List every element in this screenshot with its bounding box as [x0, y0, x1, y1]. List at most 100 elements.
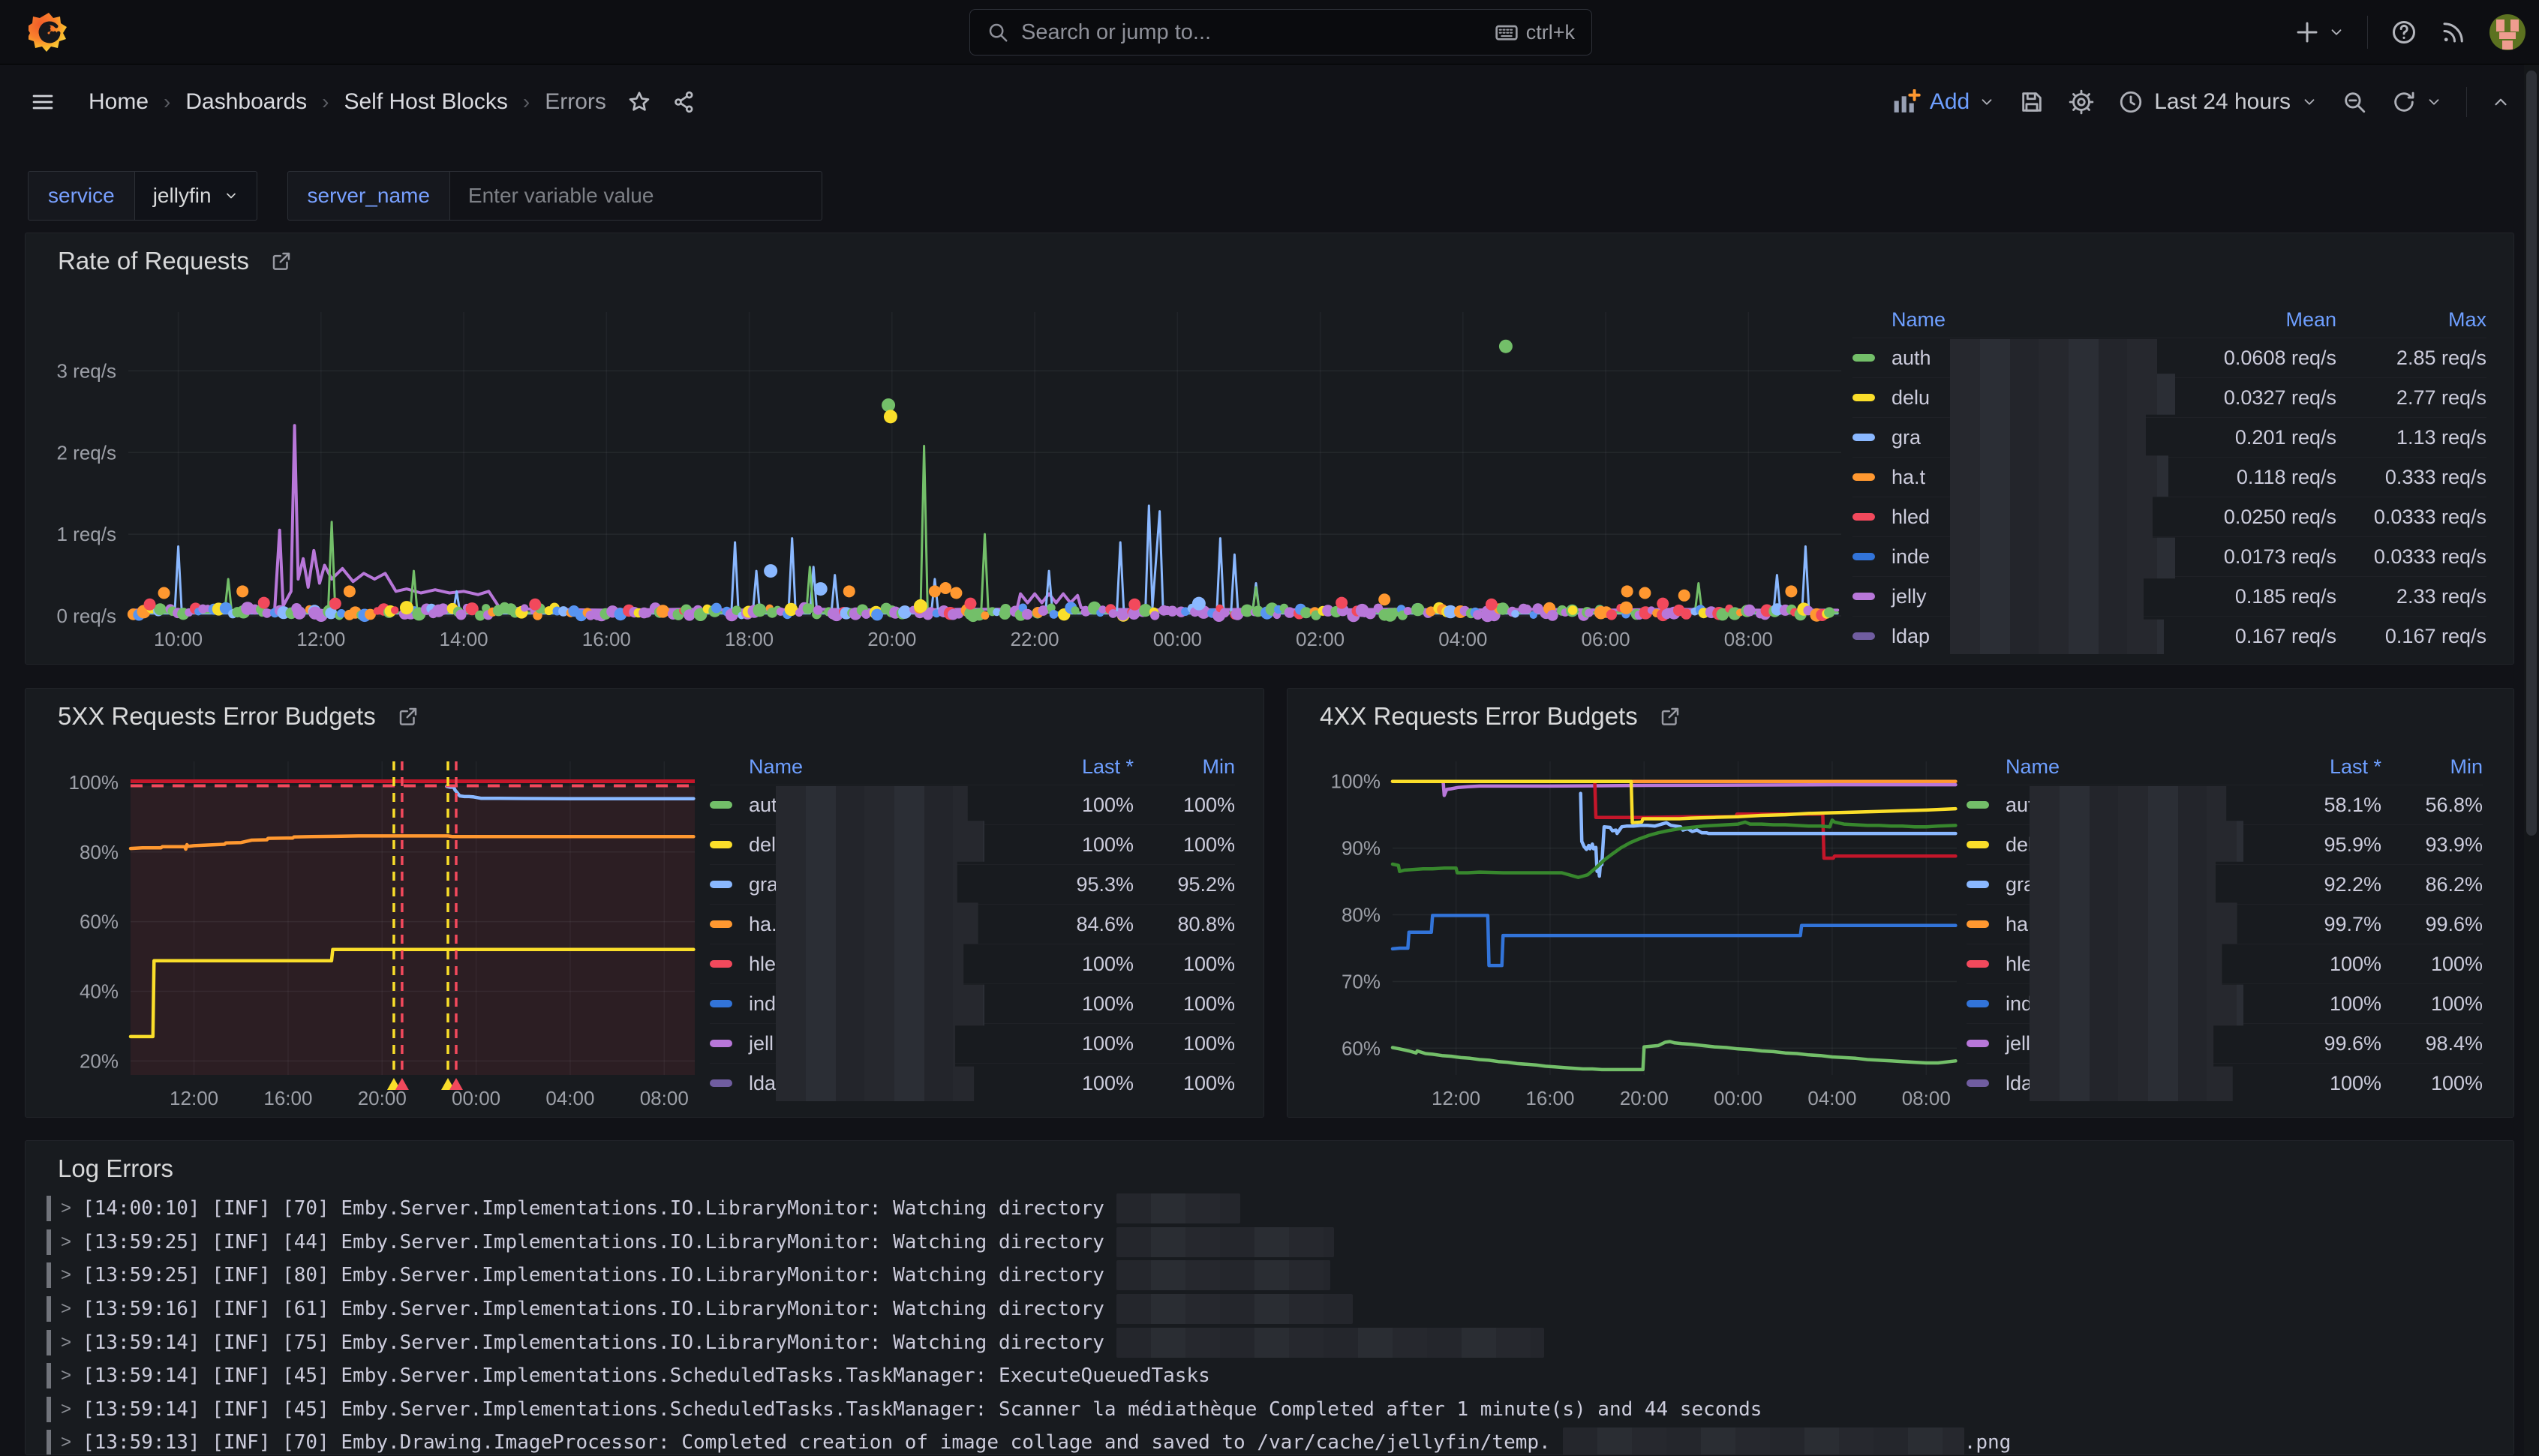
- variable-service-label: service: [28, 171, 135, 221]
- breadcrumb-home[interactable]: Home: [89, 89, 149, 115]
- panel-log-errors: Log Errors > [14:00:10] [INF] [70] Emby.S…: [25, 1140, 2514, 1455]
- external-link-icon[interactable]: [397, 705, 419, 728]
- log-text: [14:00:10] [INF] [70] Emby.Server.Implem…: [83, 1197, 1104, 1220]
- new-button[interactable]: [2294, 19, 2345, 46]
- menu-button[interactable]: [29, 90, 57, 114]
- series-value-2: 100%: [1134, 794, 1235, 817]
- log-expand-icon[interactable]: >: [61, 1298, 71, 1319]
- panel-title[interactable]: 5XX Requests Error Budgets: [58, 702, 376, 731]
- series-value-2: 100%: [1134, 1072, 1235, 1095]
- series-swatch: [1967, 1079, 2006, 1087]
- collapse-topbar-button[interactable]: [2491, 92, 2510, 112]
- svg-text:04:00: 04:00: [1807, 1087, 1856, 1109]
- legend-header[interactable]: NameLast *Min: [710, 749, 1235, 785]
- chevron-up-icon: [2491, 92, 2510, 112]
- log-expand-icon[interactable]: >: [61, 1332, 71, 1353]
- series-value-2: 0.333 req/s: [2336, 466, 2486, 489]
- user-avatar[interactable]: [2489, 14, 2525, 50]
- page-scrollbar[interactable]: [2524, 65, 2539, 1456]
- log-line[interactable]: >[13:59:13] [INF] [70] Emby.Drawing.Imag…: [47, 1426, 2500, 1455]
- log-expand-icon[interactable]: >: [61, 1432, 71, 1453]
- dashboard-settings-button[interactable]: [2069, 89, 2094, 115]
- series-value-2: 56.8%: [2381, 794, 2483, 817]
- scrollbar-thumb[interactable]: [2526, 71, 2537, 836]
- breadcrumb-dashboards[interactable]: Dashboards: [185, 89, 307, 115]
- legend-row[interactable]: gra0.201 req/s1.13 req/s: [1852, 417, 2486, 457]
- log-expand-icon[interactable]: >: [61, 1232, 71, 1253]
- svg-text:100%: 100%: [69, 771, 119, 794]
- search-input[interactable]: [1021, 20, 1483, 45]
- series-swatch: [1967, 881, 2006, 888]
- series-swatch: [710, 841, 749, 848]
- help-icon: [2390, 19, 2417, 46]
- grafana-logo-icon[interactable]: [29, 11, 71, 53]
- err4xx-chart[interactable]: 60%70%80%90%100%12:0016:0020:0000:0004:0…: [1288, 752, 1963, 1112]
- log-line[interactable]: > [14:00:10] [INF] [70] Emby.Server.Imple…: [47, 1192, 2500, 1226]
- log-line[interactable]: >[13:59:25] [INF] [80] Emby.Server.Imple…: [47, 1259, 2500, 1292]
- legend-row[interactable]: jelly0.185 req/s2.33 req/s: [1852, 576, 2486, 616]
- search-box[interactable]: ctrl+k: [969, 9, 1592, 56]
- series-value-1: 92.2%: [2269, 873, 2381, 896]
- svg-text:16:00: 16:00: [263, 1087, 312, 1109]
- external-link-icon[interactable]: [270, 250, 293, 272]
- svg-text:12:00: 12:00: [1432, 1087, 1480, 1109]
- svg-text:20:00: 20:00: [1620, 1087, 1669, 1109]
- legend-row[interactable]: ha.t0.118 req/s0.333 req/s: [1852, 457, 2486, 497]
- log-line[interactable]: >[13:59:14] [INF] [45] Emby.Server.Imple…: [47, 1393, 2500, 1427]
- series-value-1: 100%: [1021, 1072, 1134, 1095]
- zoom-out-button[interactable]: [2342, 89, 2367, 115]
- panel-title[interactable]: 4XX Requests Error Budgets: [1320, 702, 1638, 731]
- log-line[interactable]: >[13:59:16] [INF] [61] Emby.Server.Imple…: [47, 1292, 2500, 1326]
- share-button[interactable]: [672, 90, 696, 114]
- breadcrumb-current[interactable]: Errors: [545, 89, 606, 115]
- log-line[interactable]: >[13:59:14] [INF] [45] Emby.Server.Imple…: [47, 1359, 2500, 1393]
- svg-text:22:00: 22:00: [1011, 628, 1059, 650]
- svg-text:04:00: 04:00: [545, 1087, 594, 1109]
- rate-legend-table: NameMeanMaxauth0.0608 req/s2.85 req/sdel…: [1852, 302, 2486, 660]
- legend-header[interactable]: NameLast *Min: [1967, 749, 2483, 785]
- series-swatch: [1967, 920, 2006, 928]
- news-button[interactable]: [2440, 19, 2467, 46]
- rate-chart[interactable]: 0 req/s1 req/s2 req/s3 req/s10:0012:0014…: [26, 293, 1849, 661]
- svg-text:18:00: 18:00: [725, 628, 774, 650]
- svg-text:70%: 70%: [1342, 970, 1381, 992]
- svg-text:40%: 40%: [80, 980, 119, 1003]
- log-expand-icon[interactable]: >: [61, 1265, 71, 1286]
- external-link-icon[interactable]: [1659, 705, 1681, 728]
- save-dashboard-button[interactable]: [2019, 89, 2045, 115]
- variable-server-input[interactable]: [450, 171, 822, 221]
- log-line[interactable]: >[13:59:25] [INF] [44] Emby.Server.Imple…: [47, 1226, 2500, 1259]
- legend-row[interactable]: auth0.0608 req/s2.85 req/s: [1852, 338, 2486, 377]
- svg-text:100%: 100%: [1331, 770, 1381, 793]
- log-line[interactable]: >[13:59:14] [INF] [75] Emby.Server.Imple…: [47, 1325, 2500, 1359]
- log-expand-icon[interactable]: >: [61, 1365, 71, 1386]
- help-button[interactable]: [2390, 19, 2417, 46]
- breadcrumb-folder[interactable]: Self Host Blocks: [344, 89, 507, 115]
- series-value-2: 100%: [1134, 833, 1235, 857]
- panel-title[interactable]: Rate of Requests: [58, 247, 249, 275]
- err5xx-chart[interactable]: 20%40%60%80%100%12:0016:0020:0000:0004:0…: [26, 752, 701, 1112]
- legend-row[interactable]: ldap0.167 req/s0.167 req/s: [1852, 616, 2486, 656]
- add-panel-button[interactable]: Add: [1891, 89, 1995, 115]
- svg-text:08:00: 08:00: [640, 1087, 689, 1109]
- svg-text:0 req/s: 0 req/s: [57, 605, 117, 627]
- series-swatch: [1967, 1040, 2006, 1047]
- svg-text:60%: 60%: [1342, 1037, 1381, 1059]
- svg-text:1 req/s: 1 req/s: [57, 523, 117, 545]
- panel-title[interactable]: Log Errors: [58, 1154, 173, 1183]
- refresh-button[interactable]: [2391, 89, 2442, 115]
- favorite-star-button[interactable]: [627, 90, 651, 114]
- variable-service-select[interactable]: jellyfin: [135, 171, 257, 221]
- clock-icon: [2118, 89, 2144, 115]
- log-expand-icon[interactable]: >: [61, 1399, 71, 1420]
- legend-row[interactable]: hled0.0250 req/s0.0333 req/s: [1852, 497, 2486, 536]
- svg-text:08:00: 08:00: [1902, 1087, 1951, 1109]
- series-value-2: 0.167 req/s: [2336, 625, 2486, 648]
- variables-row: service jellyfin server_name: [28, 171, 822, 221]
- log-expand-icon[interactable]: >: [61, 1198, 71, 1219]
- series-value-1: 100%: [1021, 794, 1134, 817]
- breadcrumb-separator: ›: [164, 90, 170, 114]
- series-swatch: [1967, 960, 2006, 968]
- time-range-picker[interactable]: Last 24 hours: [2118, 89, 2318, 115]
- legend-header[interactable]: NameMeanMax: [1852, 302, 2486, 338]
